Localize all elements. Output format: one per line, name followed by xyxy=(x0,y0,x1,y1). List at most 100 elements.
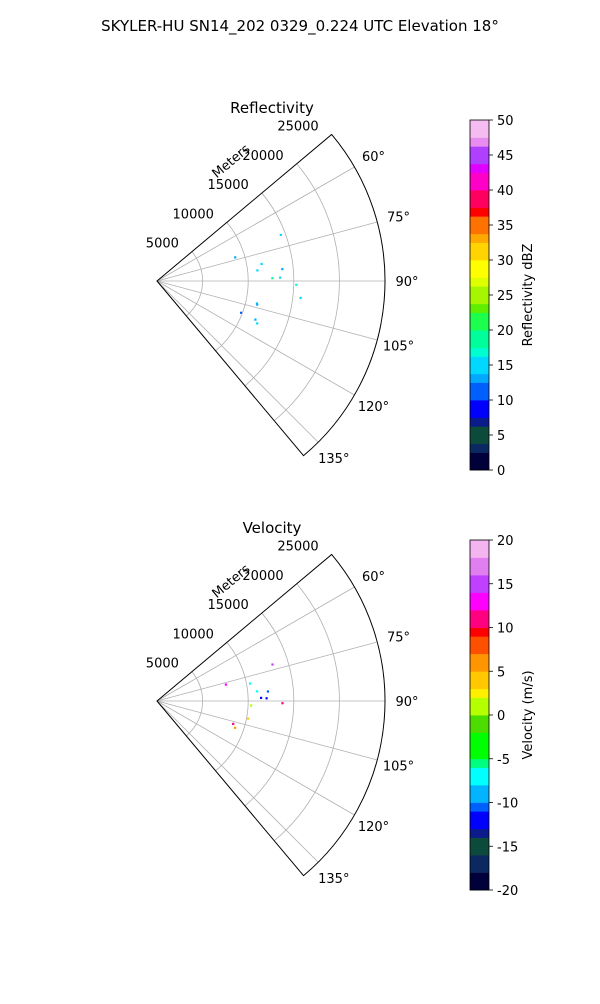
colorbar-segment xyxy=(470,811,489,821)
colorbar-tick-label: 20 xyxy=(497,534,514,549)
colorbar-segment xyxy=(470,776,489,786)
azimuth-tick-label: 90° xyxy=(395,695,418,710)
colorbar-segment xyxy=(470,548,489,558)
colorbar-label: Reflectivity dBZ xyxy=(521,244,536,347)
colorbar-segment xyxy=(470,435,489,445)
colorbar-tick-label: -5 xyxy=(497,753,510,768)
echo-region-2 xyxy=(271,663,284,705)
colorbar-segment xyxy=(470,855,489,865)
azimuth-tick-label: 60° xyxy=(362,150,385,165)
colorbar-segment xyxy=(470,697,489,707)
colorbar-segment xyxy=(470,662,489,672)
colorbar-segment xyxy=(470,741,489,751)
polar-grid xyxy=(156,163,385,443)
panel-title: Reflectivity xyxy=(230,99,314,117)
colorbar-segment xyxy=(470,566,489,576)
range-tick-label: 20000 xyxy=(242,149,283,164)
colorbar-segment xyxy=(470,198,489,208)
colorbar-segment xyxy=(470,723,489,733)
azimuth-spoke xyxy=(156,280,319,443)
colorbar-tick-label: 10 xyxy=(497,394,514,409)
echo-cell xyxy=(281,268,284,271)
echo-cell xyxy=(256,690,259,693)
sector-frame xyxy=(156,553,386,877)
colorbar-tick-label: -15 xyxy=(497,840,518,855)
colorbar-segment xyxy=(470,347,489,357)
range-tick-label: 25000 xyxy=(277,539,318,554)
colorbar-segment xyxy=(470,242,489,252)
colorbar-segment xyxy=(470,321,489,331)
echo-cell xyxy=(281,702,284,705)
echo-cell xyxy=(260,262,263,266)
azimuth-tick-label: 75° xyxy=(387,630,410,645)
range-tick-label: 10000 xyxy=(173,627,214,642)
colorbar-tick-label: 10 xyxy=(497,622,514,637)
colorbar-segment xyxy=(470,802,489,812)
colorbar-segment xyxy=(470,461,489,471)
colorbar-segment xyxy=(470,330,489,340)
echo-cell xyxy=(265,697,268,700)
colorbar-segment xyxy=(470,338,489,348)
colorbar-segment xyxy=(470,172,489,182)
colorbar-segment xyxy=(470,303,489,313)
range-ring xyxy=(273,163,340,422)
echo-cell xyxy=(271,663,274,666)
range-tick-label: 10000 xyxy=(173,207,214,222)
echo-region-2 xyxy=(240,302,259,325)
colorbar-segment xyxy=(470,688,489,698)
echo-cell xyxy=(271,277,274,280)
echo-field xyxy=(234,233,302,325)
range-ring xyxy=(215,642,249,772)
colorbar-segment xyxy=(470,128,489,138)
azimuth-tick-label: 90° xyxy=(395,275,418,290)
colorbar-segment xyxy=(470,575,489,585)
range-tick-label: 15000 xyxy=(207,598,248,613)
colorbar-segment xyxy=(470,391,489,401)
colorbar-segment xyxy=(470,365,489,375)
polar-grid xyxy=(156,583,385,863)
colorbar-segment xyxy=(470,680,489,690)
colorbar-segment xyxy=(470,583,489,593)
colorbar-segment xyxy=(470,828,489,838)
azimuth-tick-label: 105° xyxy=(383,340,414,355)
colorbar-tick-label: 5 xyxy=(497,665,505,680)
range-tick-label: 15000 xyxy=(207,178,248,193)
azimuth-tick-label: 105° xyxy=(383,760,414,775)
azimuth-tick-label: 120° xyxy=(358,820,389,835)
colorbar-segment xyxy=(470,601,489,611)
ppi-panels: Reflectivity 60° 75° 90° 105° 120° 135° 5000 100… xyxy=(146,99,419,887)
echo-cell xyxy=(254,318,257,321)
echo-field xyxy=(224,663,284,729)
range-tick-label: 5000 xyxy=(146,657,179,672)
echo-cell xyxy=(299,296,302,299)
colorbar-segment xyxy=(470,356,489,366)
echo-cell xyxy=(256,269,259,272)
echo-region-0 xyxy=(248,682,269,693)
echo-region-3 xyxy=(247,704,253,720)
colorbar-segment xyxy=(470,671,489,681)
sector-frame xyxy=(156,133,386,457)
colorbar-segment xyxy=(470,715,489,725)
colorbar-segment xyxy=(470,636,489,646)
colorbar-segment xyxy=(470,610,489,620)
echo-cell xyxy=(247,717,250,720)
echo-cell xyxy=(260,696,263,699)
colorbar-segment xyxy=(470,846,489,856)
range-ring xyxy=(244,192,295,387)
colorbar-segment xyxy=(470,155,489,165)
colorbar-segment xyxy=(470,373,489,383)
colorbar-tick-label: 40 xyxy=(497,184,514,199)
colorbar-tick-label: 25 xyxy=(497,289,514,304)
colorbar-tick-label: 20 xyxy=(497,324,514,339)
colorbar-segment xyxy=(470,750,489,760)
colorbar-tick-label: 5 xyxy=(497,429,505,444)
azimuth-tick-label: 135° xyxy=(318,872,349,887)
azimuth-spoke xyxy=(156,700,355,816)
echo-cell xyxy=(279,233,282,236)
range-ring xyxy=(215,222,249,352)
echo-cell xyxy=(256,303,259,306)
azimuth-tick-label: 75° xyxy=(387,210,410,225)
